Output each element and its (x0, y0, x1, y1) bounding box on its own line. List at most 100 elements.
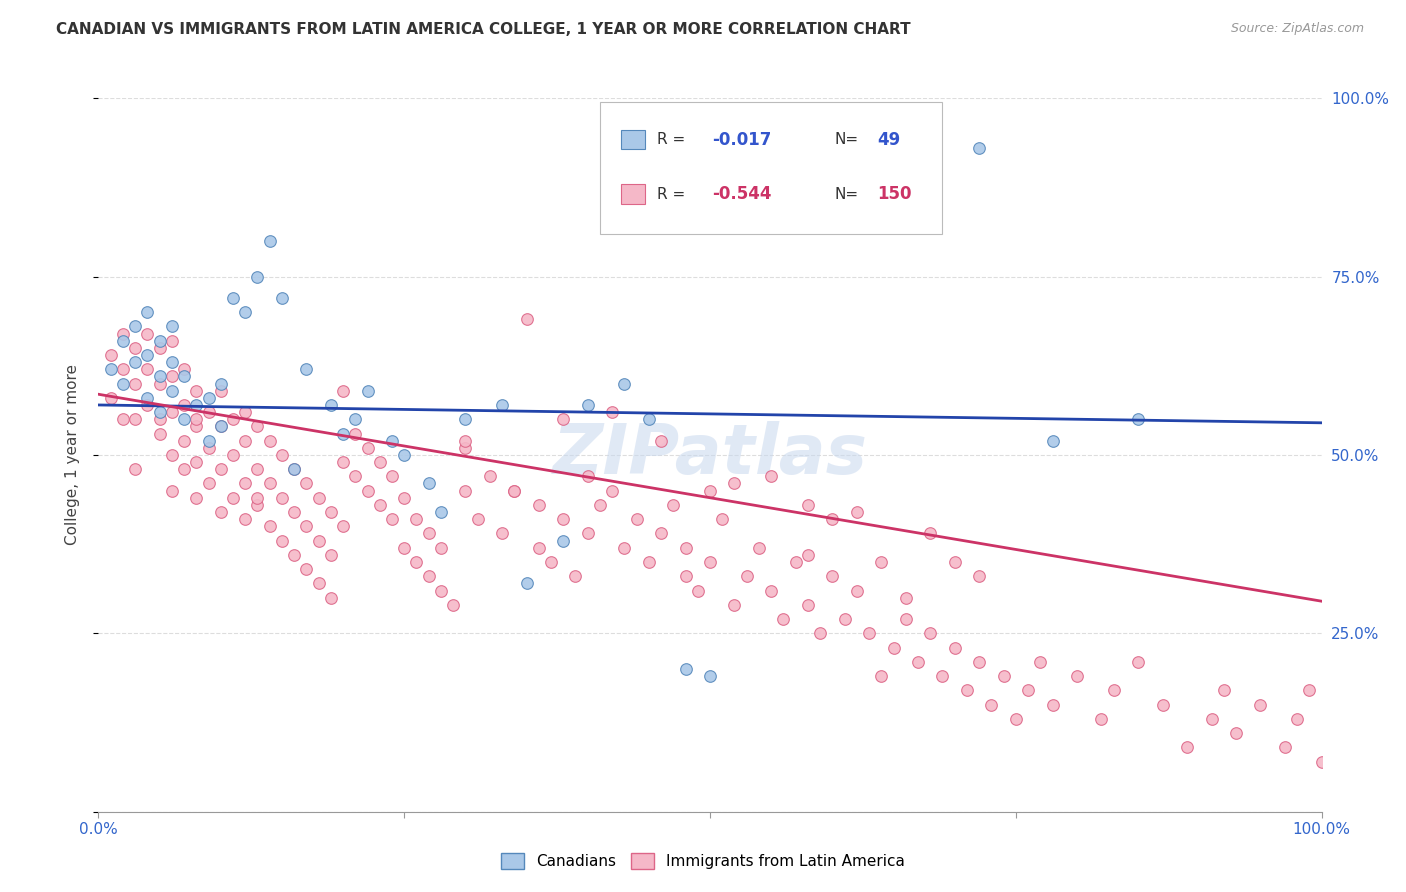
Point (454, 434, 477, 448)
Point (772, 612, 794, 626)
Point (259, 519, 281, 533)
Point (675, 569, 697, 583)
Point (283, 505, 305, 519)
Point (821, 512, 844, 526)
Point (723, 598, 745, 612)
Point (295, 476, 318, 491)
Point (356, 483, 378, 498)
Text: Source: ZipAtlas.com: Source: ZipAtlas.com (1230, 22, 1364, 36)
Text: CANADIAN VS IMMIGRANTS FROM LATIN AMERICA COLLEGE, 1 YEAR OR MORE CORRELATION CH: CANADIAN VS IMMIGRANTS FROM LATIN AMERIC… (56, 22, 911, 37)
Point (650, 526, 672, 541)
Point (344, 426, 367, 441)
Point (527, 498, 550, 512)
Point (308, 491, 330, 505)
Point (430, 505, 453, 519)
Point (1017, 683, 1039, 698)
Point (136, 348, 159, 362)
Point (160, 483, 183, 498)
Point (675, 541, 697, 555)
Point (993, 669, 1015, 683)
Point (650, 434, 672, 448)
Point (430, 583, 453, 598)
Point (883, 640, 905, 655)
Point (111, 376, 134, 391)
Point (1212, 683, 1234, 698)
Point (553, 533, 575, 548)
Text: -0.017: -0.017 (711, 130, 772, 148)
Point (785, 555, 807, 569)
Point (1128, 412, 1150, 426)
Text: R =: R = (657, 187, 690, 202)
Point (186, 412, 208, 426)
Point (209, 376, 232, 391)
Point (149, 412, 172, 426)
Point (136, 326, 159, 341)
Point (845, 505, 868, 519)
Point (980, 698, 1002, 712)
Text: N=: N= (834, 187, 859, 202)
Point (418, 569, 440, 583)
Point (405, 555, 427, 569)
Point (283, 462, 305, 476)
Point (956, 683, 979, 698)
Point (111, 326, 134, 341)
Point (111, 362, 134, 376)
Y-axis label: College, 1 year or more: College, 1 year or more (65, 365, 80, 545)
Point (894, 612, 917, 626)
Point (124, 319, 146, 334)
Point (699, 555, 721, 569)
Point (124, 412, 146, 426)
Point (197, 441, 219, 455)
Point (454, 412, 477, 426)
Point (344, 412, 367, 426)
Point (233, 512, 256, 526)
Point (638, 412, 661, 426)
Point (222, 448, 245, 462)
Point (761, 583, 783, 598)
Point (1042, 698, 1064, 712)
Point (246, 419, 269, 434)
Point (931, 669, 953, 683)
Point (430, 541, 453, 555)
Point (259, 434, 281, 448)
Point (270, 491, 294, 505)
Point (564, 569, 586, 583)
Point (295, 519, 318, 533)
Point (111, 412, 134, 426)
Point (943, 640, 966, 655)
Point (124, 376, 146, 391)
Point (381, 512, 404, 526)
Point (173, 362, 195, 376)
Point (943, 555, 966, 569)
FancyBboxPatch shape (600, 102, 942, 234)
Point (527, 541, 550, 555)
Text: ZIPatlas: ZIPatlas (553, 421, 868, 489)
Point (160, 369, 183, 384)
Point (149, 334, 172, 348)
Point (967, 655, 990, 669)
Point (186, 384, 208, 398)
Point (124, 462, 146, 476)
Point (675, 662, 697, 676)
Point (160, 384, 183, 398)
Text: N=: N= (834, 132, 859, 147)
Point (100, 391, 122, 405)
Point (160, 448, 183, 462)
Point (711, 512, 734, 526)
Point (197, 405, 219, 419)
Point (111, 334, 134, 348)
Point (308, 533, 330, 548)
Point (441, 598, 464, 612)
Point (920, 526, 942, 541)
Point (392, 541, 416, 555)
Point (392, 491, 416, 505)
Point (136, 362, 159, 376)
Point (870, 669, 893, 683)
Point (233, 405, 256, 419)
Point (1042, 434, 1064, 448)
Point (894, 591, 917, 605)
Point (589, 498, 612, 512)
Point (503, 483, 526, 498)
Point (626, 512, 648, 526)
Point (907, 655, 929, 669)
